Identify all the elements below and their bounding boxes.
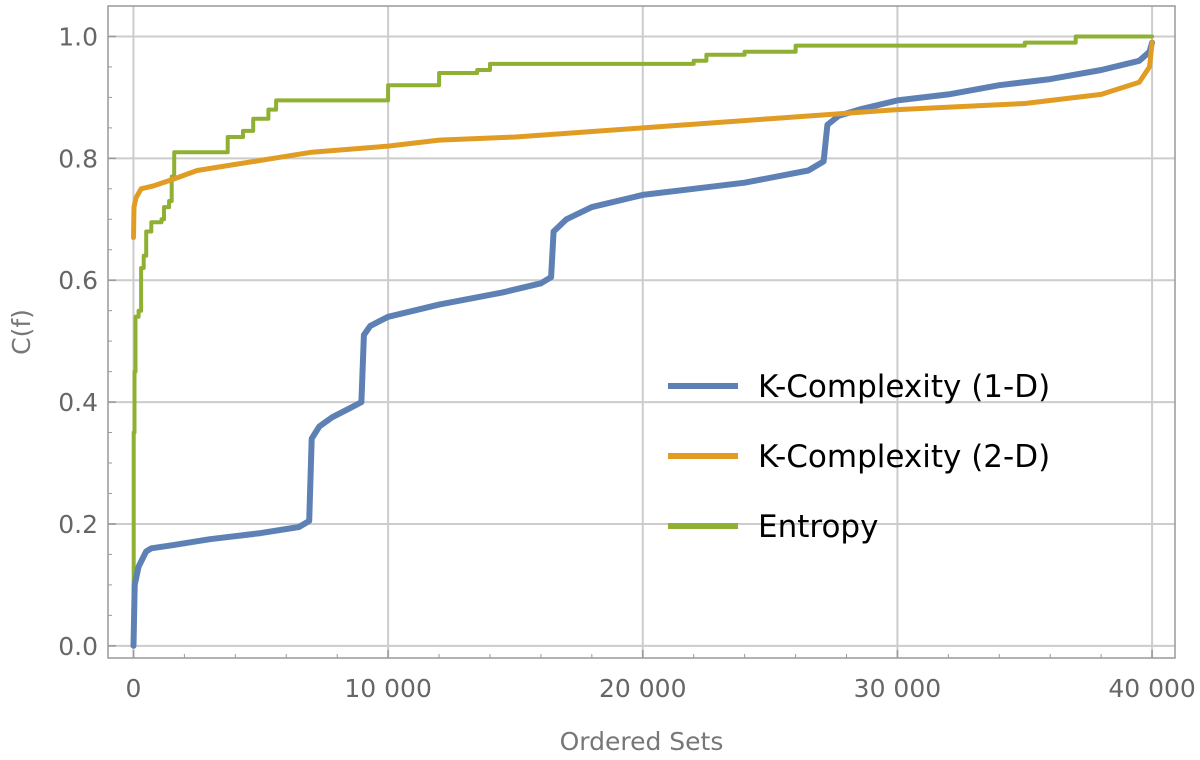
y-tick-label: 0.4 bbox=[58, 388, 98, 417]
series-line-0 bbox=[130, 39, 1156, 649]
series-line-2 bbox=[131, 34, 1155, 648]
grid-lines bbox=[108, 6, 1175, 658]
plot-frame bbox=[107, 5, 1176, 659]
legend-label: K-Complexity (1-D) bbox=[758, 369, 1050, 405]
y-tick-label: 0.6 bbox=[58, 266, 98, 295]
x-tick-label: 0 bbox=[126, 674, 142, 703]
x-tick-label: 30 000 bbox=[854, 674, 941, 703]
y-tick-label: 0.2 bbox=[58, 510, 98, 539]
y-tick-label: 1.0 bbox=[58, 22, 98, 51]
axis-ticks bbox=[108, 35, 1153, 658]
x-tick-label: 10 000 bbox=[344, 674, 431, 703]
legend-label: Entropy bbox=[758, 509, 878, 545]
x-axis-title: Ordered Sets bbox=[560, 727, 724, 756]
legend: K-Complexity (1-D) K-Complexity (2-D) Entr… bbox=[668, 369, 1050, 545]
x-tick-label: 20 000 bbox=[599, 674, 686, 703]
series-line-1 bbox=[131, 40, 1155, 241]
y-axis-title: C(f) bbox=[7, 309, 36, 355]
axis-tick-labels: 0 10 000 20 000 30 000 40 000 0.0 0.2 0.4 0.6 0.8… bbox=[58, 22, 1196, 703]
legend-label: K-Complexity (2-D) bbox=[758, 439, 1050, 475]
y-tick-label: 0.0 bbox=[58, 632, 98, 661]
series-lines bbox=[130, 34, 1156, 649]
x-tick-label: 40 000 bbox=[1108, 674, 1195, 703]
y-tick-label: 0.8 bbox=[58, 144, 98, 173]
